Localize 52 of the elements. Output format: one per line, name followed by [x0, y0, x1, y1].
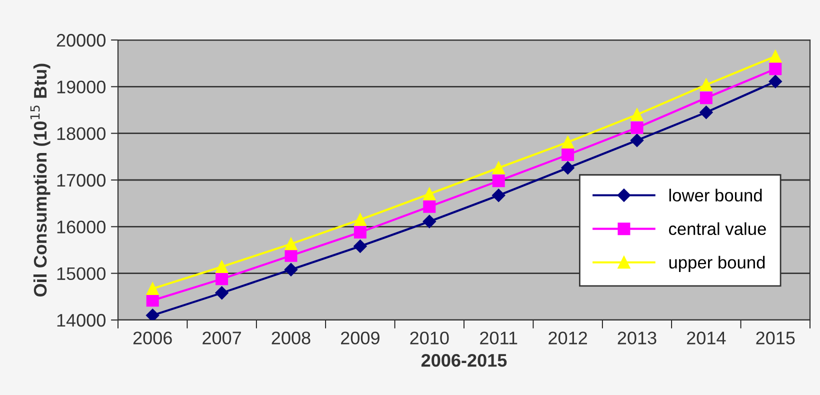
x-axis-title: 2006-2015 — [421, 354, 507, 367]
x-tick-label: 2008 — [272, 332, 310, 344]
x-tick-label: 2011 — [480, 332, 518, 344]
y-tick-label: 20000 — [56, 34, 106, 47]
point — [630, 121, 644, 134]
point — [284, 263, 298, 276]
point — [354, 240, 367, 253]
point — [562, 136, 574, 148]
point — [630, 134, 644, 147]
point — [561, 161, 574, 174]
point — [284, 249, 298, 262]
point — [700, 92, 712, 104]
x-tick-label: 2012 — [548, 332, 587, 344]
point — [492, 188, 506, 202]
y-tick-label: 14000 — [57, 314, 106, 327]
y-tick-label: 15000 — [57, 267, 106, 280]
point — [215, 286, 228, 300]
point — [700, 106, 713, 119]
point — [216, 260, 228, 274]
point — [354, 226, 366, 239]
x-tick-label: 2010 — [410, 332, 449, 344]
y-tick-label: 16000 — [57, 220, 106, 234]
point — [423, 200, 436, 213]
x-tick-label: 2006 — [133, 332, 172, 344]
legend-label: upper bound — [669, 256, 765, 272]
point — [630, 108, 644, 121]
point — [216, 272, 228, 286]
point — [492, 174, 505, 188]
y-tick-label: 17000 — [57, 174, 106, 187]
point — [422, 214, 436, 228]
point — [768, 74, 782, 88]
point — [354, 213, 366, 226]
point — [146, 294, 159, 307]
legend-label: central value — [668, 222, 766, 236]
y-axis-title: Oil Consumption (10$^{15}$ Btu) — [30, 64, 50, 297]
x-tick-label: 2013 — [618, 332, 656, 344]
point — [562, 148, 574, 162]
x-tick-label: 2015 — [756, 332, 795, 344]
x-tick-label: 2014 — [687, 332, 726, 344]
point — [146, 308, 160, 320]
point — [492, 162, 505, 174]
legend-label: lower bound — [669, 188, 762, 202]
y-tick-label: 19000 — [57, 80, 106, 94]
x-tick-label: 2009 — [341, 332, 380, 344]
y-tick-label: 18000 — [57, 127, 106, 140]
point — [146, 282, 159, 295]
point — [769, 50, 782, 63]
point — [284, 238, 298, 250]
point — [769, 62, 782, 76]
point — [423, 188, 436, 200]
x-tick-label: 2007 — [202, 332, 241, 344]
point — [700, 78, 712, 92]
